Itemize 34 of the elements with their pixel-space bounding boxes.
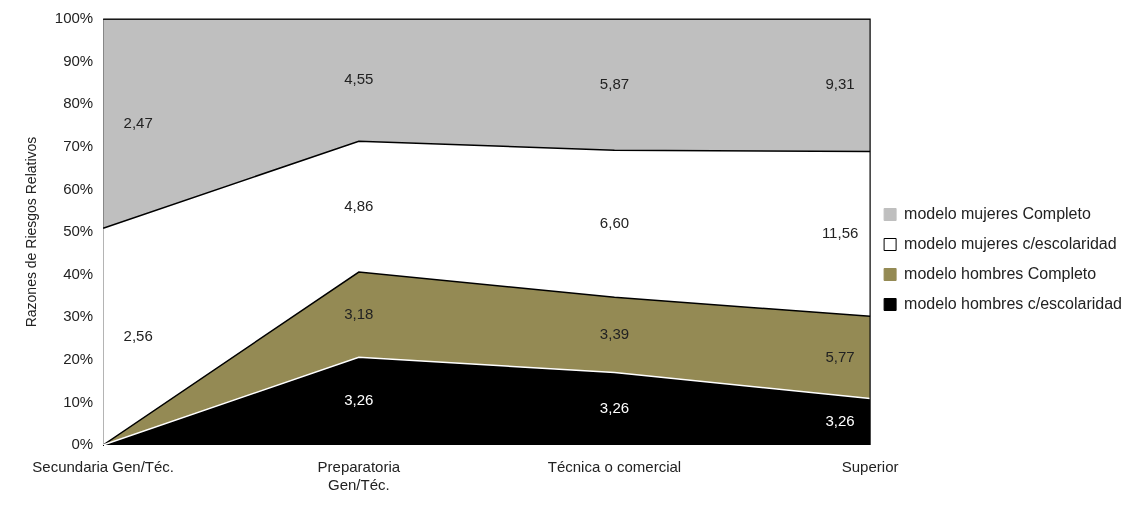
annotation: 3,18 [344, 304, 374, 322]
annotation: 3,26 [825, 411, 855, 429]
x-tick-label: Superior [841, 458, 899, 476]
y-tick-label: 80% [63, 94, 94, 112]
annotation: 6,60 [599, 213, 630, 231]
annotation: 4,55 [344, 70, 374, 88]
y-tick-label: 100% [54, 9, 94, 27]
annotation: 2,56 [123, 326, 153, 344]
annotation: 5,87 [599, 74, 630, 92]
y-tick-label: 30% [63, 307, 94, 325]
y-tick-label: 90% [63, 51, 94, 69]
y-tick-label: 10% [63, 392, 94, 410]
annotation: 9,31 [825, 75, 855, 93]
y-tick-label: 60% [63, 179, 94, 197]
y-tick-label: 70% [63, 136, 94, 154]
annotation: 2,47 [123, 113, 153, 131]
y-tick-label: 0% [71, 435, 94, 453]
y-axis-title: Razones de Riesgos Relativos [23, 136, 40, 328]
annotation: 4,86 [344, 196, 374, 214]
x-tick-label: Técnica o comercial [547, 458, 682, 476]
y-tick-label: 50% [63, 222, 94, 240]
annotation: 3,39 [599, 325, 630, 343]
legend-label: modelo hombres c/escolaridad [904, 294, 1122, 312]
legend-label: modelo mujeres Completo [904, 204, 1091, 222]
y-tick-label: 20% [63, 349, 94, 367]
annotation: 11,56 [821, 224, 859, 242]
annotation: 3,26 [599, 398, 630, 416]
legend-label: modelo hombres Completo [904, 264, 1097, 282]
annotation: 3,26 [344, 391, 374, 409]
legend-label: modelo mujeres c/escolaridad [904, 234, 1117, 252]
x-tick-label: Secundaria Gen/Téc. [32, 458, 175, 476]
annotation: 5,77 [825, 347, 855, 365]
x-tick-label: Preparatoria Gen/Téc. [317, 458, 401, 494]
y-tick-label: 40% [63, 264, 94, 282]
